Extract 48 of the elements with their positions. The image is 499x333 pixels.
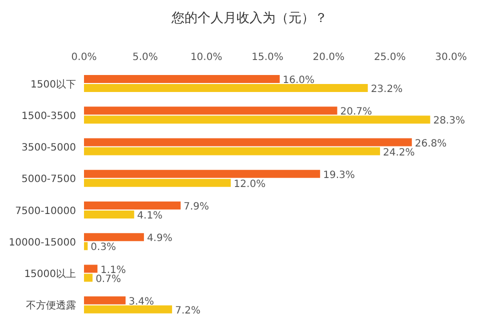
y-tick-label: 1500-3500 — [21, 110, 76, 122]
bar — [84, 274, 93, 282]
data-label: 4.9% — [146, 233, 172, 244]
y-tick-label: 不方便透露 — [26, 300, 76, 312]
x-tick-label: 10.0% — [190, 52, 222, 63]
bar — [84, 178, 231, 187]
x-tick-label: 5.0% — [132, 52, 158, 63]
x-tick-label: 25.0% — [374, 52, 406, 63]
x-tick-label: 20.0% — [312, 52, 345, 63]
x-tick-label: 0.0% — [71, 52, 97, 63]
bar — [84, 170, 320, 178]
data-label: 24.2% — [383, 147, 415, 158]
bar — [84, 202, 181, 210]
data-label: 26.8% — [414, 138, 447, 150]
bar — [84, 75, 280, 83]
bar — [84, 147, 380, 156]
data-label: 20.7% — [340, 106, 372, 118]
bar — [84, 138, 412, 146]
bar — [84, 242, 88, 250]
bar — [84, 296, 126, 304]
chart-title: 您的个人月收入为（元）？ — [170, 10, 328, 28]
data-label: 7.2% — [175, 305, 200, 316]
bar — [84, 106, 338, 115]
y-tick-label: 7500-10000 — [15, 206, 76, 217]
bar — [84, 264, 98, 273]
y-tick-label: 5000-7500 — [21, 174, 76, 186]
data-label: 28.3% — [433, 116, 465, 127]
bar — [84, 84, 368, 92]
x-tick-label: 15.0% — [252, 52, 284, 63]
data-label: 16.0% — [282, 75, 315, 86]
bar — [84, 210, 134, 218]
data-label: 1.1% — [100, 264, 126, 276]
data-label: 7.9% — [184, 202, 210, 212]
data-label: 0.7% — [96, 274, 121, 285]
data-label: 3.4% — [128, 296, 154, 308]
data-label: 4.1% — [137, 210, 163, 222]
data-label: 23.2% — [370, 84, 403, 95]
bar — [84, 305, 172, 314]
data-label: 12.0% — [234, 178, 266, 190]
y-tick-label: 10000-15000 — [8, 237, 76, 248]
data-label: 0.3% — [90, 242, 116, 254]
bar — [84, 116, 430, 124]
x-tick-label: 30.0% — [435, 52, 467, 63]
y-tick-label: 1500以下 — [30, 78, 76, 90]
data-label: 19.3% — [323, 170, 355, 181]
bar — [84, 233, 144, 242]
y-tick-label: 3500-5000 — [21, 142, 76, 154]
y-tick-label: 15000以上 — [24, 268, 76, 280]
